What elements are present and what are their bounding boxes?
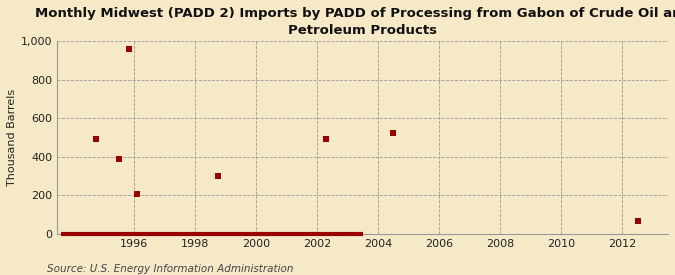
Point	[132, 192, 142, 197]
Point	[388, 130, 399, 135]
Point	[113, 156, 124, 161]
Point	[90, 137, 101, 142]
Point	[321, 137, 331, 142]
Text: Source: U.S. Energy Information Administration: Source: U.S. Energy Information Administ…	[47, 264, 294, 274]
Point	[124, 46, 134, 51]
Point	[213, 174, 223, 178]
Title: Monthly Midwest (PADD 2) Imports by PADD of Processing from Gabon of Crude Oil a: Monthly Midwest (PADD 2) Imports by PADD…	[35, 7, 675, 37]
Y-axis label: Thousand Barrels: Thousand Barrels	[7, 89, 17, 186]
Point	[632, 219, 643, 223]
